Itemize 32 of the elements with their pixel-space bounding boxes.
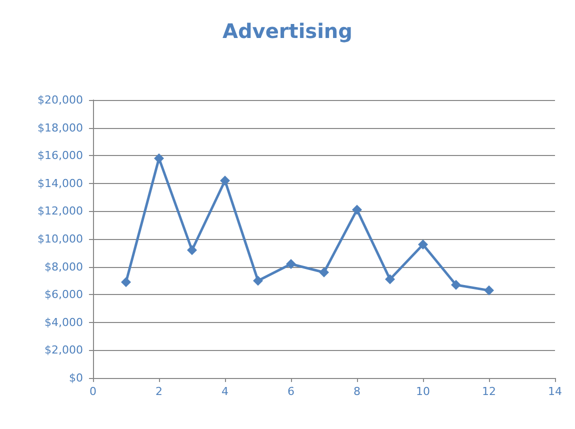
point bbox=[253, 276, 263, 286]
y-tick-label: $10,000 bbox=[38, 232, 83, 246]
y-tick-label: $20,000 bbox=[38, 94, 83, 106]
point bbox=[418, 240, 428, 250]
x-tick-label: 10 bbox=[416, 385, 430, 398]
point bbox=[385, 274, 395, 284]
x-tick-label: 2 bbox=[156, 385, 162, 398]
point bbox=[220, 176, 230, 186]
x-tick-label: 6 bbox=[288, 385, 294, 398]
point bbox=[187, 245, 197, 256]
y-tick-label: $0 bbox=[69, 372, 83, 384]
chart-title: Advertising bbox=[222, 19, 352, 43]
x-tick-label: 0 bbox=[90, 385, 96, 398]
x-tick-label: 12 bbox=[482, 385, 496, 398]
point bbox=[121, 277, 131, 288]
point bbox=[352, 204, 362, 215]
x-tick-label: 4 bbox=[222, 385, 228, 398]
y-tick-label: $8,000 bbox=[44, 260, 83, 274]
x-tick-label: 14 bbox=[548, 385, 562, 398]
point bbox=[451, 280, 461, 290]
y-tick-label: $16,000 bbox=[38, 149, 83, 162]
y-tick-label: $6,000 bbox=[44, 288, 83, 302]
y-tick-label: $2,000 bbox=[44, 344, 83, 357]
point bbox=[286, 259, 296, 270]
y-tick-label: $18,000 bbox=[38, 121, 83, 134]
y-tick-label: $4,000 bbox=[44, 316, 83, 329]
point bbox=[154, 153, 164, 164]
point bbox=[319, 267, 329, 278]
y-tick-label: $12,000 bbox=[38, 204, 83, 218]
y-tick-label: $14,000 bbox=[38, 176, 83, 190]
point bbox=[484, 285, 494, 296]
x-tick-label: 8 bbox=[354, 385, 360, 398]
